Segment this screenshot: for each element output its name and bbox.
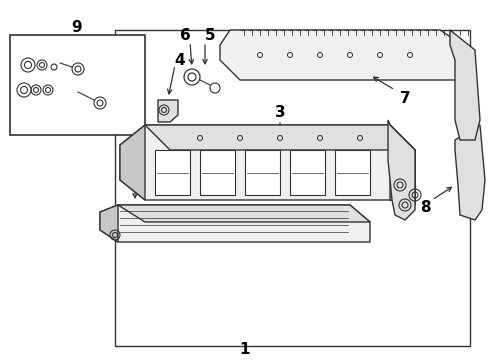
Polygon shape: [388, 120, 415, 220]
Polygon shape: [100, 205, 370, 242]
Polygon shape: [455, 125, 485, 220]
Text: 4: 4: [175, 53, 185, 68]
Text: 9: 9: [72, 19, 82, 35]
Polygon shape: [450, 30, 480, 140]
Polygon shape: [220, 30, 470, 80]
Polygon shape: [118, 205, 370, 222]
Bar: [335, 150, 370, 195]
Bar: [155, 150, 190, 195]
Polygon shape: [145, 125, 415, 150]
Text: 5: 5: [205, 27, 215, 42]
Bar: [10, 35, 145, 135]
Text: 3: 3: [275, 104, 285, 120]
Text: 2: 2: [130, 167, 140, 183]
Polygon shape: [120, 125, 415, 205]
Bar: [290, 150, 325, 195]
Polygon shape: [390, 125, 415, 205]
Polygon shape: [120, 125, 145, 200]
Bar: [200, 150, 235, 195]
Text: 6: 6: [180, 27, 191, 42]
Text: 8: 8: [420, 199, 430, 215]
Text: 7: 7: [400, 90, 410, 105]
Polygon shape: [100, 205, 118, 242]
Polygon shape: [158, 100, 178, 122]
Bar: [245, 150, 280, 195]
Bar: [115, 30, 470, 346]
Text: 1: 1: [240, 342, 250, 357]
